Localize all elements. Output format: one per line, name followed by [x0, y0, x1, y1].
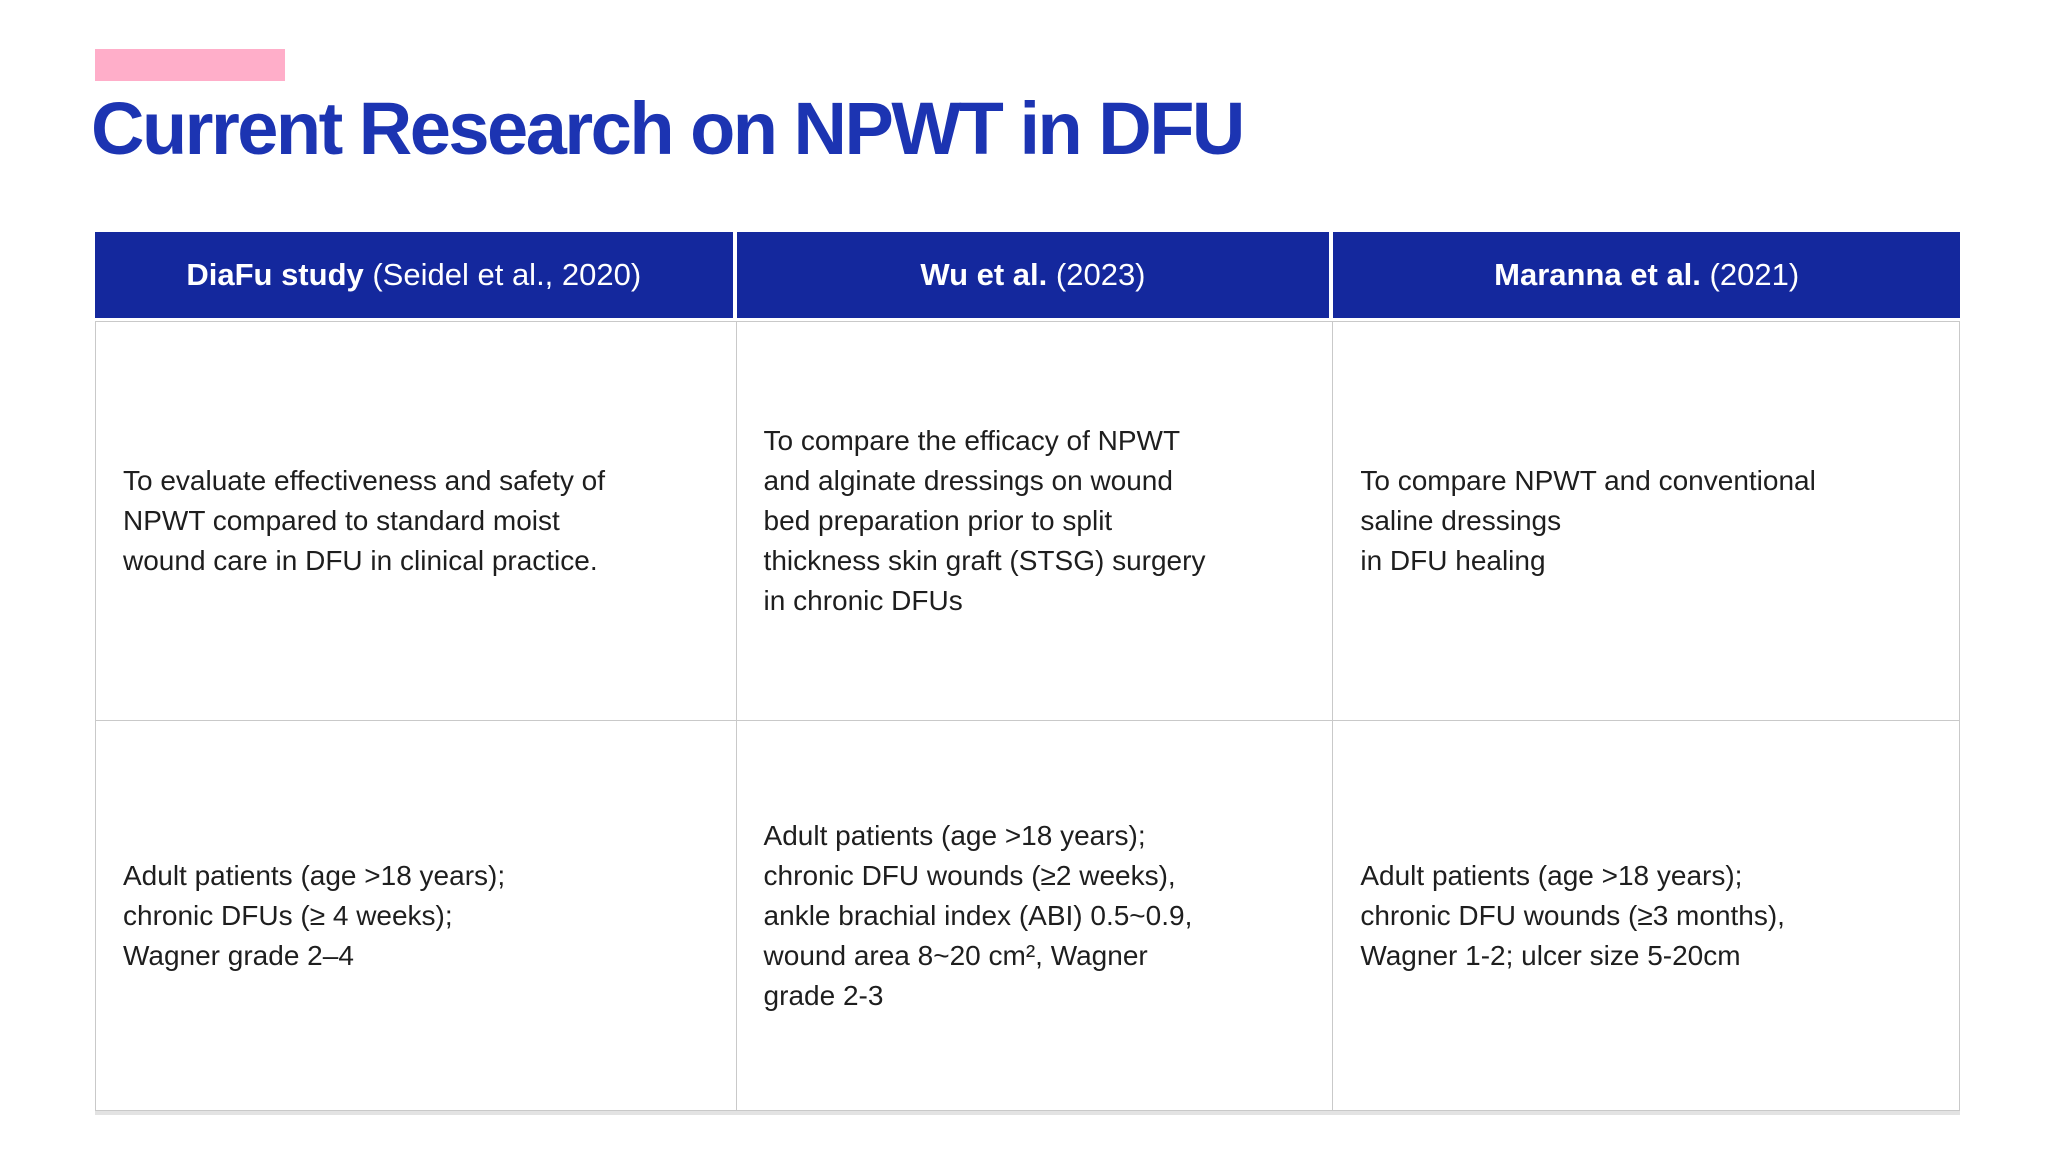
- study-citation: (Seidel et al., 2020): [363, 257, 642, 292]
- objective-cell-maranna: To compare NPWT and conventional saline …: [1333, 321, 1960, 721]
- study-citation: (2021): [1700, 257, 1800, 292]
- objective-cell-diafu: To evaluate effectiveness and safety of …: [95, 321, 737, 721]
- population-cell-wu: Adult patients (age >18 years); chronic …: [736, 721, 1334, 1111]
- page-title: Current Research on NPWT in DFU: [91, 87, 1245, 170]
- table-row-objective: To evaluate effectiveness and safety of …: [95, 321, 1960, 721]
- study-citation: (2023): [1047, 257, 1146, 292]
- table-row-population: Adult patients (age >18 years); chronic …: [95, 721, 1960, 1111]
- table-header-row: DiaFu study (Seidel et al., 2020) Wu et …: [95, 232, 1960, 321]
- accent-bar: [95, 49, 285, 81]
- objective-cell-wu: To compare the efficacy of NPWT and algi…: [736, 321, 1334, 721]
- population-cell-diafu: Adult patients (age >18 years); chronic …: [95, 721, 737, 1111]
- header-cell-diafu-study: DiaFu study (Seidel et al., 2020): [95, 232, 737, 321]
- research-comparison-table: DiaFu study (Seidel et al., 2020) Wu et …: [95, 232, 1960, 1111]
- study-name: DiaFu study: [186, 257, 364, 292]
- study-name: Wu et al.: [920, 257, 1048, 292]
- header-cell-wu-et-al: Wu et al. (2023): [736, 232, 1334, 321]
- study-name: Maranna et al.: [1494, 257, 1701, 292]
- header-cell-maranna-et-al: Maranna et al. (2021): [1333, 232, 1960, 321]
- population-cell-maranna: Adult patients (age >18 years); chronic …: [1333, 721, 1960, 1111]
